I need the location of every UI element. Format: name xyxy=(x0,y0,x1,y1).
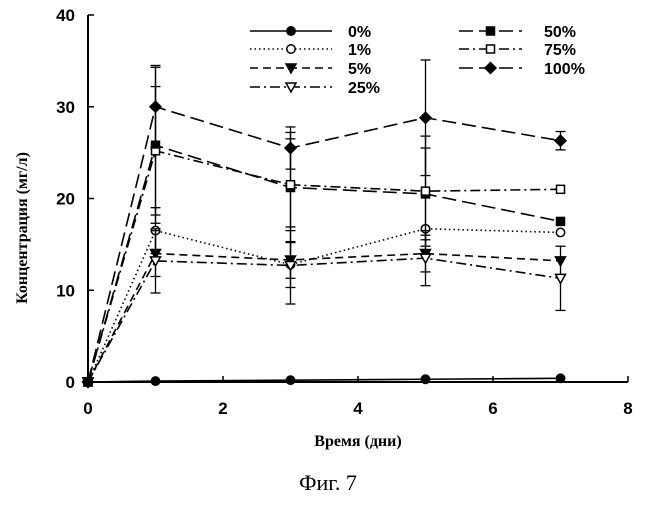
legend-label-5pct: 5% xyxy=(348,61,371,78)
y-tick-label: 30 xyxy=(56,98,75,117)
y-tick-label: 0 xyxy=(66,373,75,392)
legend: 0%1% 5% 25% 50%75% 100% xyxy=(250,24,585,97)
x-tick-label: 2 xyxy=(218,399,227,418)
legend-label-25pct: 25% xyxy=(348,80,380,97)
data-point-100pct xyxy=(150,101,161,112)
legend-label-0pct: 0% xyxy=(348,24,371,41)
legend-marker-75pct xyxy=(487,45,495,53)
y-axis-title: Концентрация (мг/л) xyxy=(14,152,31,304)
data-point-1pct xyxy=(556,228,564,236)
y-tick-label: 40 xyxy=(56,6,75,25)
legend-marker-100pct xyxy=(485,63,496,74)
y-tick-label: 20 xyxy=(56,190,75,209)
y-tick-label: 10 xyxy=(56,281,75,300)
legend-item-5pct: 5% xyxy=(250,61,371,78)
data-point-100pct xyxy=(285,143,296,154)
data-point-75pct xyxy=(557,185,565,193)
data-point-25pct xyxy=(556,274,566,283)
legend-item-50pct: 50% xyxy=(459,24,576,41)
legend-label-100pct: 100% xyxy=(544,61,585,78)
legend-label-50pct: 50% xyxy=(544,24,576,41)
legend-item-0pct: 0% xyxy=(250,24,371,41)
series-line-5pct xyxy=(88,254,561,382)
figure-caption: Фиг. 7 xyxy=(299,470,357,495)
legend-label-1pct: 1% xyxy=(348,42,371,59)
series-25pct xyxy=(83,227,566,387)
data-point-75pct xyxy=(422,187,430,195)
data-point-75pct xyxy=(287,181,295,189)
x-axis-title: Время (дни) xyxy=(314,433,401,450)
x-tick-label: 0 xyxy=(83,399,92,418)
data-point-100pct xyxy=(420,112,431,123)
x-tick-label: 8 xyxy=(623,399,632,418)
legend-marker-0pct xyxy=(287,27,295,35)
legend-item-1pct: 1% xyxy=(250,42,371,59)
legend-label-75pct: 75% xyxy=(544,42,576,59)
data-point-0pct xyxy=(286,376,294,384)
data-point-50pct xyxy=(557,217,565,225)
x-tick-label: 4 xyxy=(353,399,363,418)
legend-marker-50pct xyxy=(487,27,495,35)
legend-item-25pct: 25% xyxy=(250,80,380,97)
plot-series xyxy=(83,60,567,388)
x-tick-label: 6 xyxy=(488,399,497,418)
legend-item-75pct: 75% xyxy=(459,42,576,59)
legend-marker-1pct xyxy=(287,45,295,53)
series-line-75pct xyxy=(88,151,561,382)
legend-item-100pct: 100% xyxy=(459,61,585,78)
data-point-100pct xyxy=(555,135,566,146)
